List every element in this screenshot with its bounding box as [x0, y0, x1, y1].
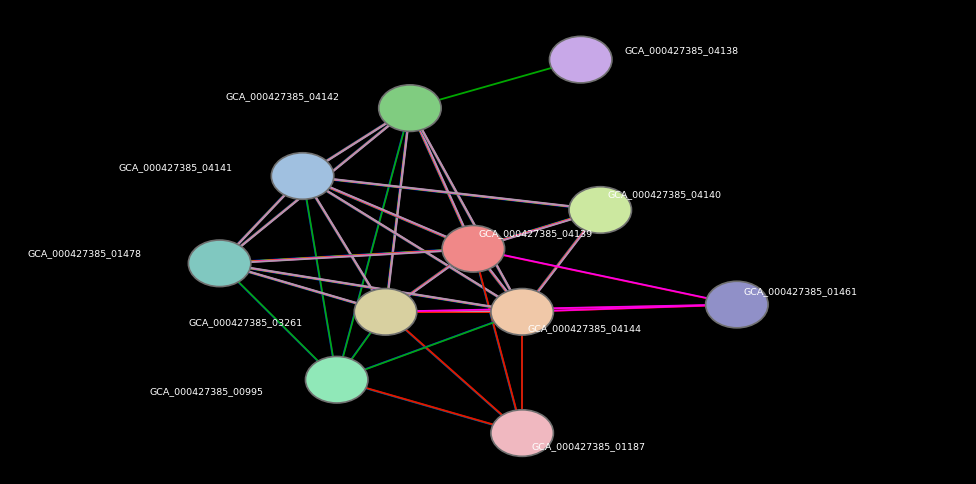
Ellipse shape — [491, 410, 553, 456]
Ellipse shape — [354, 289, 417, 335]
Ellipse shape — [271, 153, 334, 200]
Text: GCA_000427385_01461: GCA_000427385_01461 — [744, 287, 858, 296]
Ellipse shape — [188, 241, 251, 287]
Text: GCA_000427385_04142: GCA_000427385_04142 — [225, 92, 340, 101]
Ellipse shape — [491, 289, 553, 335]
Text: GCA_000427385_03261: GCA_000427385_03261 — [188, 318, 303, 326]
Text: GCA_000427385_04140: GCA_000427385_04140 — [607, 190, 721, 199]
Ellipse shape — [442, 226, 505, 272]
Text: GCA_000427385_04138: GCA_000427385_04138 — [625, 46, 739, 55]
Text: GCA_000427385_04144: GCA_000427385_04144 — [527, 324, 641, 333]
Text: GCA_000427385_01478: GCA_000427385_01478 — [27, 248, 142, 257]
Ellipse shape — [549, 37, 612, 84]
Ellipse shape — [569, 187, 631, 234]
Text: GCA_000427385_01187: GCA_000427385_01187 — [532, 441, 646, 450]
Ellipse shape — [305, 357, 368, 403]
Text: GCA_000427385_04141: GCA_000427385_04141 — [118, 163, 232, 171]
Text: GCA_000427385_04139: GCA_000427385_04139 — [478, 229, 592, 238]
Ellipse shape — [706, 282, 768, 328]
Text: GCA_000427385_00995: GCA_000427385_00995 — [149, 387, 264, 395]
Ellipse shape — [379, 86, 441, 132]
